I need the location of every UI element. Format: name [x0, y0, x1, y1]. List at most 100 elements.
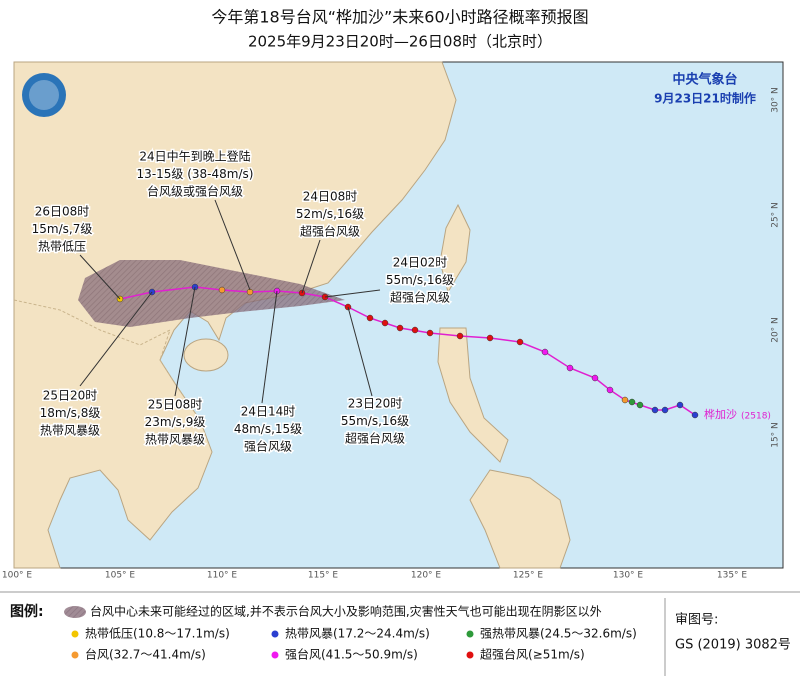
lat-label: 25° N: [771, 202, 781, 228]
annotation-line: 24日14时: [241, 405, 296, 419]
leader-line: [324, 289, 381, 298]
legend-level: 超强台风(≥51m/s): [480, 647, 585, 662]
legend-dot: [466, 651, 474, 659]
track-dot: [218, 286, 226, 294]
annotation-line: 55m/s,16级: [341, 414, 409, 428]
leader-line: [301, 239, 321, 294]
legend-dot: [466, 630, 474, 638]
annotation-line: 24日02时: [393, 256, 448, 270]
taiwan: [439, 203, 471, 294]
logo: [22, 73, 66, 117]
approval-label: 审图号:: [675, 613, 718, 628]
annotation-line: 26日08时: [35, 205, 90, 219]
border: [13, 299, 201, 421]
texts: 今年第18号台风“桦加沙”未来60小时路径概率预报图 2025年9月23日20时—…: [2, 8, 791, 662]
track-dot: [486, 334, 494, 342]
luzon: [437, 327, 509, 463]
legend-area-swatch: [64, 606, 86, 618]
annotation-line: 23日20时: [348, 397, 403, 411]
storm-id: (2518): [741, 412, 771, 422]
legend-level: 台风(32.7～41.4m/s): [85, 647, 206, 662]
lon-label: 125° E: [513, 571, 544, 581]
annotation-line: 热带低压: [38, 240, 86, 254]
leader-line: [79, 254, 121, 300]
lat-label: 15° N: [771, 422, 781, 448]
legend-level: 热带低压(10.8～17.1m/s): [85, 627, 230, 641]
storm-name: 桦加沙: [704, 407, 737, 421]
probability-cone: [78, 260, 345, 327]
annotation-line: 55m/s,16级: [386, 273, 454, 287]
annotation-line: 15m/s,7级: [32, 222, 93, 236]
annotation-line: 超强台风级: [345, 431, 405, 446]
legend-title: 图例:: [10, 603, 44, 620]
legend-level: 强热带风暴(24.5～32.6m/s): [480, 627, 637, 641]
annotation-line: 48m/s,15级: [234, 422, 302, 436]
annotation-line: 台风级或强台风级: [147, 184, 243, 199]
track-dot: [426, 329, 434, 337]
approval-number: GS (2019) 3082号: [675, 638, 791, 653]
legend-dot: [271, 651, 279, 659]
annotation-line: 热带风暴级: [145, 433, 205, 447]
track-dot: [411, 326, 419, 334]
track-dot: [591, 374, 599, 382]
track-dot: [516, 338, 524, 346]
title: 今年第18号台风“桦加沙”未来60小时路径概率预报图: [211, 8, 588, 27]
annotation-line: 热带风暴级: [40, 424, 100, 438]
track-dot: [541, 348, 549, 356]
leader-line: [261, 290, 278, 404]
annotation-line: 24日中午到晚上登陆: [139, 149, 250, 164]
track-dot: [381, 319, 389, 327]
lon-label: 120° E: [411, 571, 442, 581]
hainan: [183, 338, 229, 372]
lat-label: 30° N: [771, 87, 781, 113]
lon-label: 110° E: [207, 571, 238, 581]
map: [13, 61, 784, 569]
track-dot: [566, 364, 574, 372]
legend-area: 台风中心未来可能经过的区域,并不表示台风大小及影响范围,灾害性天气也可能出现在阴…: [90, 604, 602, 619]
annotation-line: 23m/s,9级: [145, 415, 206, 429]
subtitle: 2025年9月23日20时—26日08时（北京时）: [248, 33, 552, 51]
track-dot: [606, 386, 614, 394]
legend-dot: [71, 630, 79, 638]
track-dots: [116, 283, 699, 419]
annotation-line: 13-15级 (38-48m/s): [137, 167, 254, 181]
legend-level: 热带风暴(17.2～24.4m/s): [285, 627, 430, 641]
annotation-line: 超强台风级: [300, 224, 360, 239]
leader-line: [214, 199, 251, 291]
track-dot: [691, 411, 699, 419]
annotation-line: 25日08时: [148, 398, 203, 412]
lon-label: 115° E: [308, 571, 339, 581]
leader-line: [79, 291, 153, 387]
track-dot: [661, 406, 669, 414]
lon-label: 105° E: [105, 571, 136, 581]
track-dot: [651, 406, 659, 414]
annotation-line: 52m/s,16级: [296, 207, 364, 221]
track-dot: [636, 401, 644, 409]
logo-inner: [29, 80, 59, 110]
annotation-line: 25日20时: [43, 389, 98, 403]
lon-label: 100° E: [2, 571, 33, 581]
annotation-line: 超强台风级: [390, 290, 450, 305]
agency: 中央气象台: [672, 72, 737, 88]
legend-dot: [71, 651, 79, 659]
lon-label: 135° E: [717, 571, 748, 581]
legend-level: 强台风(41.5～50.9m/s): [285, 647, 418, 662]
lon-label: 130° E: [613, 571, 644, 581]
track-dot: [396, 324, 404, 332]
philippines-south: [469, 469, 571, 569]
track-dot: [621, 396, 629, 404]
legend-dot: [271, 630, 279, 638]
lat-label: 20° N: [771, 317, 781, 343]
track-dot: [628, 398, 636, 406]
annotation-line: 强台风级: [244, 439, 292, 454]
track-dot: [366, 314, 374, 322]
mainland: [13, 61, 457, 569]
leader-line: [174, 286, 196, 397]
issued: 9月23日21时制作: [654, 91, 756, 106]
track-dot: [456, 332, 464, 340]
track-dot: [676, 401, 684, 409]
leader-line: [347, 306, 373, 397]
annotation-line: 24日08时: [303, 190, 358, 204]
annotation-line: 18m/s,8级: [40, 406, 101, 420]
